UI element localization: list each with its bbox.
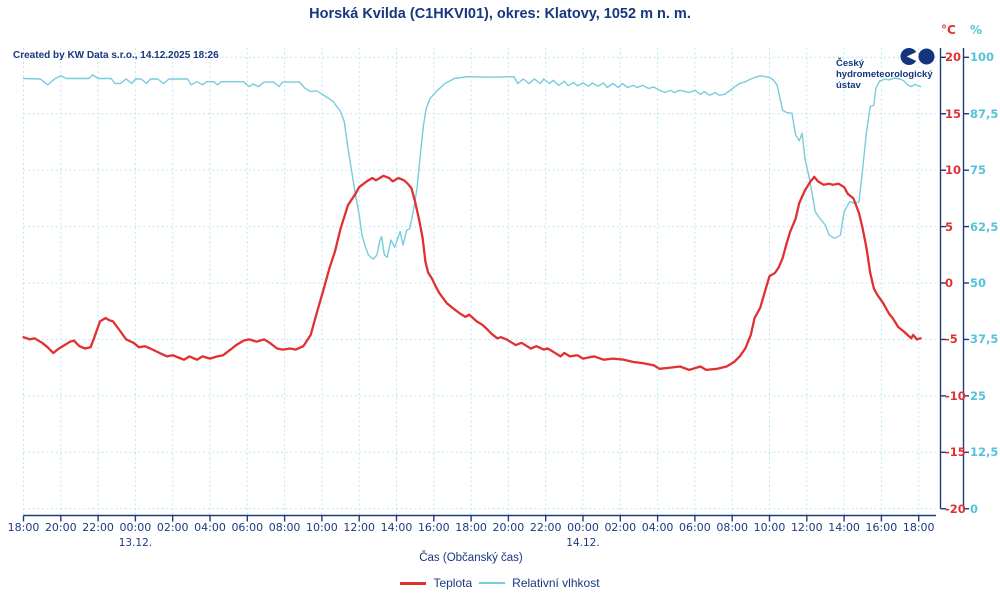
humidity-tick-label: 37,5: [970, 332, 999, 347]
legend-humidity-key-line: [479, 582, 506, 584]
x-tick-label: 20:00: [492, 521, 525, 534]
x-tick-label: 12:00: [790, 521, 823, 534]
legend-temperature-key-line: [400, 581, 427, 585]
humidity-axis-unit: %: [970, 23, 983, 37]
chmi-logo-line1: Český: [836, 58, 864, 69]
x-tick-label: 20:00: [44, 521, 77, 534]
temp-tick-label: 10: [945, 163, 962, 178]
humidity-tick-label: 12,5: [970, 445, 999, 460]
x-tick-label: 08:00: [268, 521, 301, 534]
x-tick-label: 00:00: [567, 521, 599, 534]
x-tick-label: 06:00: [679, 521, 711, 534]
temp-axis: [939, 48, 946, 510]
humidity-tick-label: 87,5: [970, 106, 999, 121]
x-tick-label: 18:00: [7, 521, 40, 534]
temp-tick-label: 15: [945, 106, 962, 121]
x-tick-label: 16:00: [417, 521, 450, 534]
humidity-axis: [962, 48, 969, 510]
created-by-label: Created by KW Data s.r.o., 14.12.2025 18…: [13, 50, 219, 61]
x-tick-label: 02:00: [604, 521, 637, 534]
x-tick-label: 04:00: [194, 521, 226, 534]
date-label: 13.12.: [118, 537, 153, 549]
temp-tick-label: -15: [945, 445, 966, 460]
x-tick-label: 14:00: [828, 521, 860, 534]
temp-axis-unit: °C: [941, 23, 956, 37]
x-tick-label: 18:00: [455, 521, 487, 534]
temp-tick-label: -5: [945, 332, 958, 347]
humidity-tick-label: 75: [970, 163, 987, 178]
temp-tick-label: 0: [945, 276, 954, 291]
humidity-tick-label: 0: [970, 501, 979, 516]
page-title: Horská Kvilda (C1HKVI01), okres: Klatovy…: [309, 6, 691, 22]
x-tick-label: 10:00: [753, 521, 786, 534]
x-tick-label: 22:00: [82, 521, 114, 534]
date-label: 14.12.: [566, 537, 600, 549]
humidity-tick-label: 50: [970, 276, 987, 291]
x-tick-label: 22:00: [529, 521, 562, 534]
legend-temperature-label: Teplota: [433, 576, 473, 590]
legend: Teplota Relativní vlhkost: [0, 576, 1000, 590]
vertical-gridlines: [23, 48, 920, 516]
horizontal-gridlines: [23, 56, 936, 510]
x-tick-label: 02:00: [156, 521, 189, 534]
x-tick-label: 00:00: [119, 521, 152, 534]
x-tick-label: 16:00: [865, 521, 898, 534]
x-axis-title: Čas (Občanský čas): [419, 552, 523, 564]
humidity-tick-label: 100: [970, 50, 995, 65]
chmi-logo-line2: hydrometeorologický: [836, 69, 933, 80]
x-tick-label: 06:00: [231, 521, 264, 534]
x-tick-label: 08:00: [716, 521, 749, 534]
x-tick-label: 10:00: [306, 521, 338, 534]
chmi-logo-text: Český hydrometeorologický ústav: [836, 58, 956, 91]
temp-tick-label: 5: [945, 219, 954, 234]
legend-humidity-label: Relativní vlhkost: [512, 576, 600, 590]
humidity-tick-label: 25: [970, 388, 987, 403]
x-axis: [22, 514, 936, 522]
chmi-logo-line3: ústav: [836, 80, 861, 91]
temperature-line: [22, 174, 922, 372]
chmi-logo-icon: [900, 48, 935, 65]
x-tick-label: 04:00: [641, 521, 674, 534]
temp-tick-label: 20: [945, 50, 962, 65]
x-tick-label: 12:00: [343, 521, 376, 534]
x-tick-label: 14:00: [380, 521, 413, 534]
temp-tick-label: -10: [945, 388, 966, 403]
humidity-tick-label: 62,5: [970, 219, 999, 234]
x-tick-label: 18:00: [902, 521, 935, 534]
humidity-line: [22, 74, 922, 260]
temp-tick-label: -20: [945, 501, 966, 516]
